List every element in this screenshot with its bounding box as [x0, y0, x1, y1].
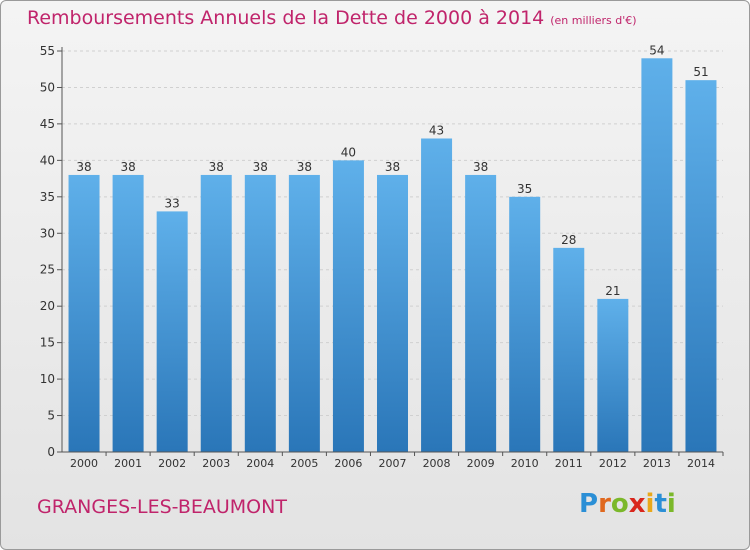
- y-tick-label: 35: [40, 190, 55, 204]
- x-tick-label: 2009: [467, 457, 495, 470]
- y-tick-label: 25: [40, 263, 55, 277]
- logo-letter: r: [598, 489, 611, 519]
- bar-2009[interactable]: [465, 174, 497, 453]
- y-tick-label: 20: [40, 299, 55, 313]
- logo-letter: P: [579, 489, 599, 519]
- x-tick-label: 2012: [599, 457, 627, 470]
- x-tick-label: 2002: [158, 457, 186, 470]
- bar-value-label: 38: [209, 160, 224, 174]
- logo-letter: t: [654, 489, 667, 519]
- bar-value-label: 21: [605, 284, 620, 298]
- bar-2010[interactable]: [509, 196, 541, 452]
- x-tick-label: 2005: [290, 457, 318, 470]
- y-tick-label: 10: [40, 372, 55, 386]
- y-tick-label: 55: [40, 44, 55, 58]
- bar-2014[interactable]: [685, 80, 717, 452]
- x-tick-label: 2001: [114, 457, 142, 470]
- y-tick-label: 45: [40, 117, 55, 131]
- bar-2001[interactable]: [112, 174, 144, 453]
- bar-value-label: 38: [253, 160, 268, 174]
- bar-value-label: 38: [76, 160, 91, 174]
- y-tick-label: 30: [40, 226, 55, 240]
- bar-2005[interactable]: [288, 174, 320, 453]
- bar-value-label: 35: [517, 182, 532, 196]
- bar-2004[interactable]: [244, 174, 276, 453]
- proxiti-logo[interactable]: Proxiti: [579, 489, 676, 519]
- bar-2007[interactable]: [377, 174, 408, 453]
- bar-2011[interactable]: [553, 247, 585, 452]
- logo-letter: x: [628, 489, 646, 519]
- x-tick-label: 2014: [687, 457, 715, 470]
- bar-value-label: 40: [341, 145, 356, 159]
- logo-letter: i: [666, 489, 676, 519]
- x-tick-label: 2000: [70, 457, 98, 470]
- chart-title-text: Remboursements Annuels de la Dette de 20…: [27, 7, 545, 29]
- bar-value-label: 51: [693, 65, 708, 79]
- bar-value-label: 54: [649, 43, 664, 57]
- bar-2008[interactable]: [421, 138, 453, 452]
- bar-chart: 0 5 10 15 20 25 30 35 40 45 50 55 38 2000 38 2001 33 2002…: [40, 43, 724, 470]
- bar-2012[interactable]: [597, 298, 629, 452]
- x-tick-label: 2007: [379, 457, 407, 470]
- bar-value-label: 38: [385, 160, 400, 174]
- bar-2006[interactable]: [332, 160, 364, 452]
- bar-2000[interactable]: [68, 174, 100, 453]
- y-tick-label: 15: [40, 336, 55, 350]
- bar-2003[interactable]: [200, 174, 232, 453]
- chart-unit: (en milliers d'€): [550, 14, 637, 27]
- commune-name: GRANGES-LES-BEAUMONT: [37, 496, 287, 518]
- x-tick-label: 2011: [555, 457, 583, 470]
- x-tick-label: 2003: [202, 457, 230, 470]
- bar-value-label: 38: [120, 160, 135, 174]
- y-tick-label: 40: [40, 153, 55, 167]
- x-tick-label: 2010: [511, 457, 539, 470]
- y-tick-label: 50: [40, 80, 55, 94]
- y-tick-label: 0: [47, 445, 55, 459]
- bar-value-label: 33: [165, 196, 180, 210]
- x-tick-label: 2013: [643, 457, 671, 470]
- chart-title: Remboursements Annuels de la Dette de 20…: [27, 7, 637, 29]
- logo-letter: o: [610, 489, 629, 519]
- bar-value-label: 43: [429, 123, 444, 137]
- logo-letter: i: [645, 489, 655, 519]
- bar-value-label: 38: [473, 160, 488, 174]
- x-tick-label: 2006: [334, 457, 362, 470]
- bar-2013[interactable]: [641, 58, 673, 453]
- y-tick-label: 5: [47, 409, 55, 423]
- bar-value-label: 38: [297, 160, 312, 174]
- x-tick-label: 2008: [423, 457, 451, 470]
- bar-value-label: 28: [561, 233, 576, 247]
- bar-2002[interactable]: [156, 211, 188, 452]
- x-tick-label: 2004: [246, 457, 274, 470]
